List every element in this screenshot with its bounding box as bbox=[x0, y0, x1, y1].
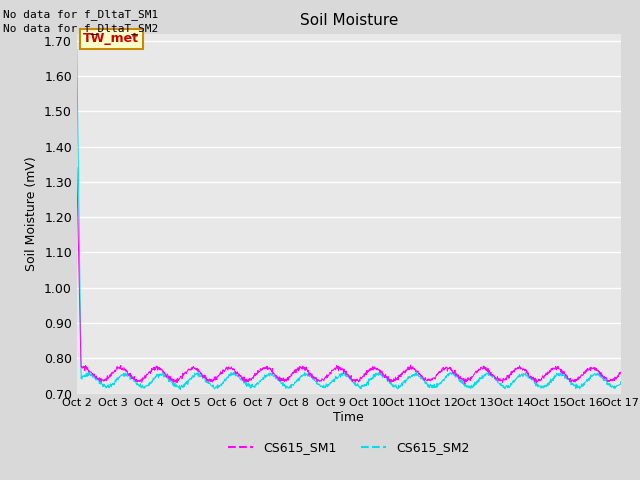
CS615_SM2 bbox=[316, 382, 323, 388]
CS615_SM2 bbox=[73, 47, 81, 52]
CS615_SM2 bbox=[177, 387, 184, 393]
Text: TW_met: TW_met bbox=[83, 33, 140, 46]
CS615_SM1 bbox=[304, 368, 312, 374]
CS615_SM2 bbox=[325, 382, 333, 387]
CS615_SM2 bbox=[617, 379, 625, 384]
CS615_SM1 bbox=[617, 369, 625, 375]
CS615_SM1 bbox=[73, 165, 81, 170]
CS615_SM1 bbox=[315, 377, 323, 383]
Title: Soil Moisture: Soil Moisture bbox=[300, 13, 398, 28]
CS615_SM2 bbox=[383, 376, 390, 382]
CS615_SM2 bbox=[115, 375, 123, 381]
Line: CS615_SM2: CS615_SM2 bbox=[77, 49, 621, 390]
CS615_SM2 bbox=[304, 371, 312, 377]
Text: No data for f_DltaT_SM2: No data for f_DltaT_SM2 bbox=[3, 23, 159, 34]
CS615_SM1 bbox=[383, 374, 390, 380]
X-axis label: Time: Time bbox=[333, 411, 364, 424]
CS615_SM1 bbox=[325, 373, 333, 379]
Line: CS615_SM1: CS615_SM1 bbox=[77, 168, 621, 384]
Y-axis label: Soil Moisture (mV): Soil Moisture (mV) bbox=[26, 156, 38, 271]
Text: No data for f_DltaT_SM1: No data for f_DltaT_SM1 bbox=[3, 9, 159, 20]
Legend: CS615_SM1, CS615_SM2: CS615_SM1, CS615_SM2 bbox=[223, 436, 475, 459]
CS615_SM2 bbox=[137, 385, 145, 391]
CS615_SM1 bbox=[461, 381, 468, 386]
CS615_SM1 bbox=[137, 376, 145, 382]
CS615_SM1 bbox=[115, 365, 123, 371]
